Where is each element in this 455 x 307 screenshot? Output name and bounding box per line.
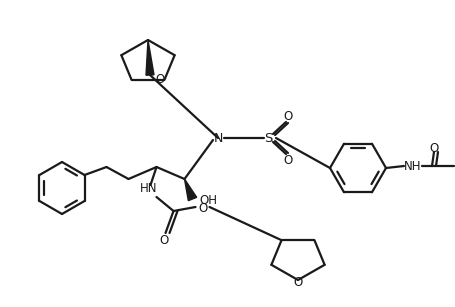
Text: OH: OH: [199, 195, 217, 208]
Text: O: O: [158, 235, 168, 247]
Text: O: O: [429, 142, 438, 154]
Text: NH: NH: [404, 160, 421, 173]
Text: O: O: [283, 154, 292, 166]
Text: HN: HN: [140, 182, 157, 196]
Text: N: N: [213, 131, 222, 145]
Text: O: O: [293, 275, 302, 289]
Text: O: O: [197, 203, 207, 216]
Text: O: O: [283, 110, 292, 122]
Text: O: O: [156, 73, 165, 86]
Polygon shape: [184, 179, 196, 201]
Polygon shape: [146, 40, 154, 75]
Text: S: S: [263, 131, 272, 145]
